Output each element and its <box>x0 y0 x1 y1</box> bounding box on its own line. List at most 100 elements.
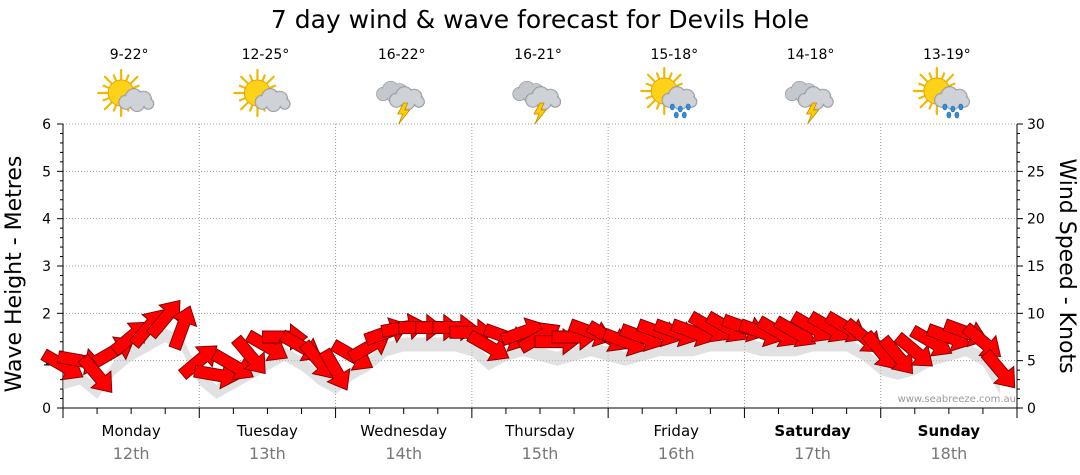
temp-label: 9-22° <box>110 47 149 63</box>
sun-ray <box>112 104 117 112</box>
rain-drop <box>677 105 683 113</box>
partly-cloudy-icon <box>97 68 155 118</box>
sun-ray <box>238 97 246 102</box>
wind-arrow-shape <box>77 353 113 394</box>
temp-label: 16-21° <box>514 47 562 63</box>
rain-drop <box>958 103 964 111</box>
weather-icons <box>97 66 970 125</box>
rain-drop <box>950 105 956 113</box>
sun-showers-icon <box>640 66 698 119</box>
right-tick-label: 5 <box>1027 354 1036 370</box>
date-label: 12th <box>113 444 150 463</box>
wind-arrow-shape <box>210 348 254 381</box>
day-label: Sunday <box>918 422 981 440</box>
credit-text: www.seabreeze.com.au <box>898 394 1016 405</box>
sun-ray <box>261 74 266 82</box>
wind-arrow <box>466 329 510 362</box>
wind-arrow-shape <box>231 334 266 375</box>
cloud-fill <box>131 98 144 111</box>
right-tick-label: 0 <box>1027 401 1036 417</box>
wind-arrow-shape <box>145 299 181 340</box>
date-label: 16th <box>658 444 695 463</box>
left-tick-label: 0 <box>42 401 51 417</box>
rain-drop <box>681 111 687 119</box>
rain-drop <box>946 111 952 119</box>
cloud-fill <box>946 96 959 109</box>
date-label: 18th <box>930 444 967 463</box>
lightning-bolt <box>533 102 547 125</box>
cloud-fill <box>674 96 687 109</box>
wind-arrow <box>210 348 254 381</box>
right-tick-label: 25 <box>1027 164 1045 180</box>
rain-drop <box>685 103 691 111</box>
sun-ray <box>240 75 249 85</box>
lightning-bolt <box>397 102 411 125</box>
storm-icon <box>512 80 562 125</box>
sun-ray <box>102 84 110 89</box>
wind-arrow <box>231 334 266 375</box>
left-tick-label: 2 <box>42 306 51 322</box>
wind-arrow <box>893 331 933 367</box>
sun-ray <box>132 84 140 89</box>
storm-icon <box>785 80 834 125</box>
sun-ray <box>673 73 682 83</box>
rain-drop <box>669 103 675 111</box>
temp-label: 13-19° <box>923 47 971 63</box>
wind-arrow <box>318 347 351 391</box>
wind-arrows <box>40 299 1016 394</box>
right-tick-label: 30 <box>1027 117 1045 133</box>
cloud-fill <box>414 97 424 107</box>
sun-ray <box>125 74 130 82</box>
day-label: Tuesday <box>236 422 298 440</box>
left-axis-title: Wave Height - Metres <box>2 156 27 393</box>
sun-ray <box>103 75 113 85</box>
right-tick-label: 10 <box>1027 306 1045 322</box>
temp-label: 12-25° <box>242 47 290 63</box>
wind-arrow-shape <box>466 329 510 362</box>
wind-arrow-shape <box>980 348 1016 389</box>
wind-arrow-shape <box>893 331 933 367</box>
partly-cloudy-icon <box>233 68 291 118</box>
sun-ray <box>645 95 653 100</box>
wind-arrow <box>168 305 198 351</box>
sun-ray <box>676 82 683 87</box>
day-labels: Monday 12th 9-22° Tuesday 13th 12-25° Wednesda… <box>102 47 981 463</box>
date-label: 17th <box>794 444 831 463</box>
day-label: Monday <box>102 422 161 440</box>
sun-ray <box>240 101 249 111</box>
axes: 0123456051015202530Wave Height - MetresW… <box>2 117 1079 418</box>
right-tick-label: 15 <box>1027 259 1045 275</box>
date-label: 13th <box>249 444 286 463</box>
wind-arrow <box>878 334 914 375</box>
sun-ray <box>918 95 926 100</box>
sun-ray <box>645 82 653 87</box>
day-label: Wednesday <box>360 422 447 440</box>
sun-ray <box>945 73 955 83</box>
right-tick-label: 20 <box>1027 212 1045 228</box>
right-axis-title: Wind Speed - Knots <box>1054 158 1079 373</box>
sun-ray <box>948 82 956 87</box>
cloud-fill <box>823 97 833 107</box>
storm-icon <box>376 80 425 125</box>
temp-label: 15-18° <box>650 47 698 63</box>
sun-ray <box>928 72 933 80</box>
date-label: 15th <box>522 444 559 463</box>
rain-drop <box>942 103 948 111</box>
lightning-bolt <box>805 102 820 125</box>
wind-arrow-shape <box>878 334 914 375</box>
cloud-fill <box>280 99 290 109</box>
left-tick-label: 5 <box>42 164 51 180</box>
day-label: Friday <box>654 422 700 440</box>
sun-ray <box>269 84 277 89</box>
sun-ray <box>919 73 929 83</box>
temp-label: 16-22° <box>378 47 426 63</box>
cloud-fill <box>267 98 280 111</box>
left-tick-label: 6 <box>42 117 51 133</box>
sun-ray <box>941 72 946 80</box>
left-tick-label: 4 <box>42 212 51 228</box>
sun-ray <box>655 72 661 80</box>
sun-ray <box>249 104 254 112</box>
sun-ray <box>266 75 275 85</box>
sun-ray <box>646 99 656 109</box>
